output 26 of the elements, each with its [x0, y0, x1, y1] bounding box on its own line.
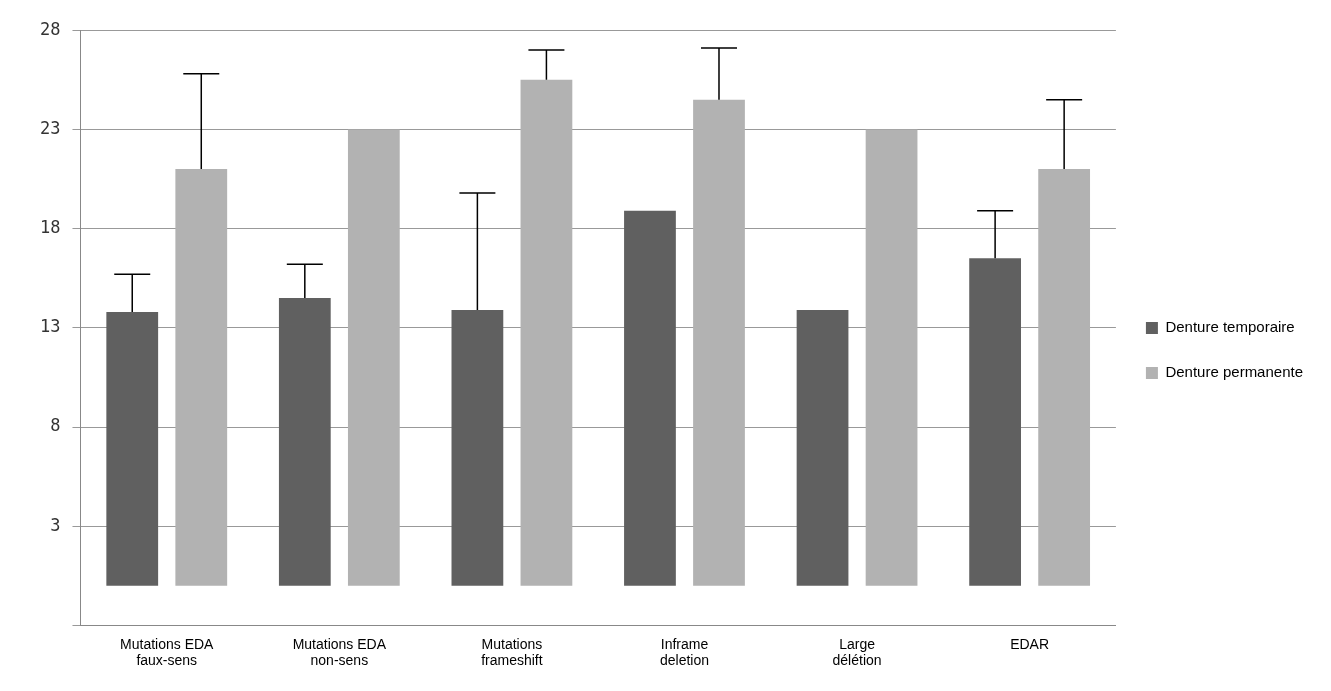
bar — [451, 309, 504, 586]
x-tick-label: Mutations EDA non-sens — [292, 635, 387, 669]
x-tick-label: Inframe deletion — [659, 635, 709, 669]
bar — [693, 99, 745, 586]
y-tick-label: 28 — [39, 18, 61, 39]
x-tick-label: Large délétion — [832, 635, 882, 669]
bar — [969, 258, 1021, 586]
bar — [796, 309, 849, 586]
bar — [520, 79, 573, 586]
x-tick-label: Mutations frameshift — [481, 635, 543, 669]
y-tick-label: 13 — [39, 316, 61, 337]
bar — [1038, 169, 1091, 586]
legend-label: Denture permanente — [1165, 363, 1304, 381]
bar — [624, 210, 676, 586]
legend-label: Denture temporaire — [1165, 318, 1295, 336]
bar — [865, 129, 918, 586]
x-tick-label: EDAR — [1010, 635, 1050, 652]
y-tick-label: 8 — [50, 415, 61, 436]
y-tick-label: 23 — [39, 117, 61, 138]
bar — [175, 169, 228, 586]
bar — [278, 298, 331, 586]
y-tick-label: 18 — [39, 217, 61, 238]
bar — [106, 311, 159, 586]
bar — [347, 129, 400, 586]
x-tick-label: Mutations EDA faux-sens — [120, 635, 215, 669]
y-tick-label: 3 — [50, 514, 61, 535]
